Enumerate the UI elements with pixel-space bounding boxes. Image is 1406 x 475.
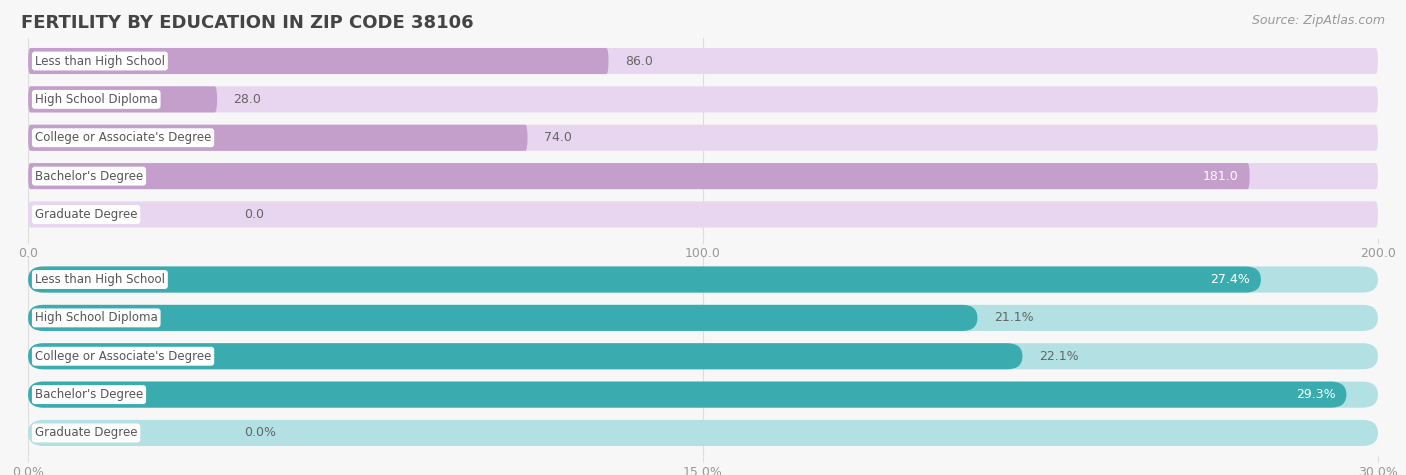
Text: High School Diploma: High School Diploma <box>35 312 157 324</box>
FancyBboxPatch shape <box>28 305 977 331</box>
FancyBboxPatch shape <box>28 125 527 151</box>
Text: 29.3%: 29.3% <box>1296 388 1336 401</box>
Text: Graduate Degree: Graduate Degree <box>35 208 138 221</box>
FancyBboxPatch shape <box>28 86 1378 113</box>
Text: 22.1%: 22.1% <box>1039 350 1078 363</box>
Text: College or Associate's Degree: College or Associate's Degree <box>35 131 211 144</box>
FancyBboxPatch shape <box>28 48 1378 74</box>
FancyBboxPatch shape <box>28 343 1022 369</box>
FancyBboxPatch shape <box>28 266 1261 293</box>
FancyBboxPatch shape <box>28 201 1378 228</box>
Text: 27.4%: 27.4% <box>1211 273 1250 286</box>
Text: 74.0: 74.0 <box>544 131 572 144</box>
Text: Source: ZipAtlas.com: Source: ZipAtlas.com <box>1251 14 1385 27</box>
Text: 86.0: 86.0 <box>624 55 652 67</box>
Text: Less than High School: Less than High School <box>35 55 165 67</box>
Text: Less than High School: Less than High School <box>35 273 165 286</box>
Text: Bachelor's Degree: Bachelor's Degree <box>35 170 143 182</box>
Text: 21.1%: 21.1% <box>994 312 1033 324</box>
FancyBboxPatch shape <box>28 86 217 113</box>
Text: High School Diploma: High School Diploma <box>35 93 157 106</box>
Text: Graduate Degree: Graduate Degree <box>35 427 138 439</box>
Text: Bachelor's Degree: Bachelor's Degree <box>35 388 143 401</box>
Text: College or Associate's Degree: College or Associate's Degree <box>35 350 211 363</box>
FancyBboxPatch shape <box>28 420 1378 446</box>
Text: 0.0%: 0.0% <box>245 427 276 439</box>
FancyBboxPatch shape <box>28 305 1378 331</box>
Text: 0.0: 0.0 <box>245 208 264 221</box>
Text: 28.0: 28.0 <box>233 93 262 106</box>
FancyBboxPatch shape <box>28 125 1378 151</box>
Text: FERTILITY BY EDUCATION IN ZIP CODE 38106: FERTILITY BY EDUCATION IN ZIP CODE 38106 <box>21 14 474 32</box>
FancyBboxPatch shape <box>28 343 1378 369</box>
FancyBboxPatch shape <box>28 48 609 74</box>
FancyBboxPatch shape <box>28 163 1250 189</box>
FancyBboxPatch shape <box>28 381 1378 408</box>
FancyBboxPatch shape <box>28 381 1347 408</box>
FancyBboxPatch shape <box>28 266 1378 293</box>
FancyBboxPatch shape <box>28 163 1378 189</box>
Text: 181.0: 181.0 <box>1204 170 1239 182</box>
